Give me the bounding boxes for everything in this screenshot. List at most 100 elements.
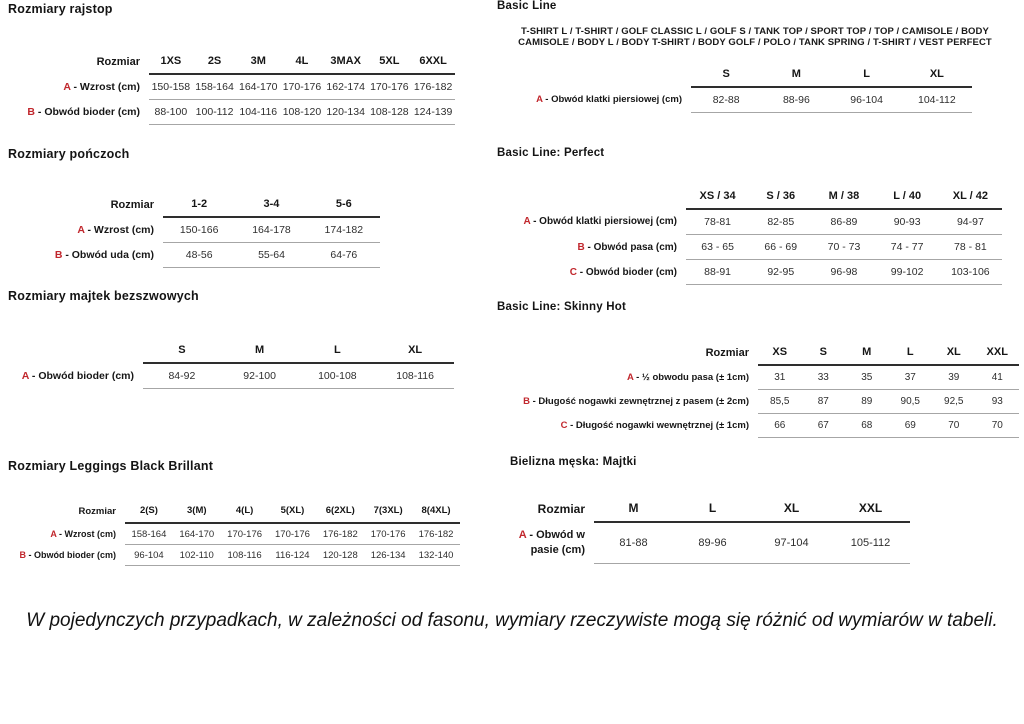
corner-label	[497, 61, 691, 87]
size-value: 104-116	[236, 99, 281, 125]
column-header: S	[143, 337, 221, 364]
size-value: 70	[932, 413, 976, 438]
column-header: XS / 34	[686, 183, 750, 210]
row-label: A - Wzrost (cm)	[77, 223, 154, 236]
size-value: 78-81	[686, 209, 750, 235]
section-title: Rozmiary pończoch	[8, 147, 130, 161]
size-value: 81-88	[594, 522, 673, 564]
size-value: 94-97	[938, 209, 1002, 235]
size-value: 162-174	[323, 74, 368, 100]
size-value: 102-110	[172, 544, 221, 566]
size-table: S M L XL A - Obwód klatki piersiowej (cm) 82-…	[497, 61, 972, 113]
row-label: B - Obwód uda (cm)	[54, 249, 154, 261]
size-value: 120-128	[316, 544, 365, 566]
ponczochy-size-table: Rozmiar 1-2 3-4 5-6 A - Wzrost (cm) 150-166 16…	[8, 191, 380, 268]
column-header: L	[298, 337, 377, 364]
size-value: 132-140	[412, 544, 460, 566]
column-header: M / 38	[812, 183, 876, 210]
header-row: Rozmiar M L XL XXL	[510, 496, 910, 523]
header-row: Rozmiar 1XS 2S 3M 4L 3MAX 5XL 6XXL	[8, 48, 455, 75]
column-header: M	[845, 339, 889, 366]
size-value: 108-116	[376, 363, 454, 389]
section-title: Rozmiary rajstop	[8, 2, 113, 16]
corner-label: Rozmiar	[110, 199, 154, 211]
size-value: 126-134	[364, 544, 413, 566]
skinny-hot-size-table: Rozmiar XS S M L XL XXL A - ½ obwodu pasa (± 1c…	[497, 339, 1019, 438]
column-header: XS	[758, 339, 802, 366]
row-label: B - Długość nogawki zewnętrznej z pasem …	[523, 396, 749, 407]
row-letter: B	[577, 241, 585, 253]
row-label: B - Obwód bioder (cm)	[19, 550, 117, 560]
column-header: XL	[932, 339, 976, 366]
section-title: Basic Line: Perfect	[497, 147, 605, 159]
size-value: 97-104	[752, 522, 831, 564]
size-value: 170-176	[367, 74, 412, 100]
size-value: 68	[845, 413, 889, 438]
column-header: S / 36	[749, 183, 813, 210]
size-value: 170-176	[268, 523, 317, 545]
row-letter: B	[54, 249, 63, 261]
size-value: 150-166	[163, 217, 236, 243]
size-value: 35	[845, 365, 889, 390]
size-table: Rozmiar XS S M L XL XXL A - ½ obwodu pasa (± 1c…	[497, 339, 1019, 438]
size-value: 120-134	[323, 99, 368, 125]
column-header: M	[761, 61, 832, 88]
section-basic-line-perfect: Basic Line: Perfect XS / 34 S / 36 M / 38 L…	[497, 147, 1002, 285]
size-value: 87	[801, 389, 845, 414]
corner-label	[497, 183, 686, 209]
size-value: 164-178	[235, 217, 308, 243]
column-header: XXL	[831, 496, 910, 523]
column-header: XXL	[975, 339, 1019, 366]
row-letter: B	[27, 106, 35, 118]
table-row: A - Obwód bioder (cm) 84-92 92-100 100-108 1…	[8, 363, 454, 389]
size-value: 89	[845, 389, 889, 414]
size-value: 82-88	[691, 87, 762, 113]
size-value: 96-98	[812, 259, 876, 285]
row-label: C - Obwód bioder (cm)	[569, 266, 677, 278]
column-header: 3-4	[235, 191, 308, 218]
corner-label: Rozmiar	[537, 502, 585, 516]
size-value: 100-112	[192, 99, 237, 125]
size-value: 82-85	[749, 209, 813, 235]
size-value: 92-95	[749, 259, 813, 285]
header-row: Rozmiar XS S M L XL XXL	[497, 339, 1019, 366]
size-value: 108-116	[220, 544, 269, 566]
size-value: 39	[932, 365, 976, 390]
table-row: B - Obwód bioder (cm) 96-104 102-110 108-11…	[8, 544, 460, 566]
section-title: Basic Line	[497, 0, 557, 12]
size-value: 88-100	[149, 99, 193, 125]
section-basic-line: Basic Line T-SHIRT L / T-SHIRT / GOLF CL…	[497, 0, 1005, 113]
row-label: A - Obwód klatki piersiowej (cm)	[536, 94, 682, 106]
size-value: 164-170	[172, 523, 221, 545]
size-value: 176-182	[411, 74, 455, 100]
row-label: A - Obwód w pasie (cm)	[518, 528, 585, 556]
size-value: 66 - 69	[749, 234, 813, 260]
size-value: 90,5	[888, 389, 932, 414]
column-header: 4L	[280, 48, 324, 75]
column-header: XL	[376, 337, 454, 364]
column-header: 3M	[236, 48, 281, 75]
size-table: Rozmiar 1-2 3-4 5-6 A - Wzrost (cm) 150-166 16…	[8, 191, 380, 268]
section-title: Rozmiary majtek bezszwowych	[8, 289, 199, 303]
header-row: Rozmiar 1-2 3-4 5-6	[8, 191, 380, 218]
size-value: 158-164	[192, 74, 237, 100]
corner-label: Rozmiar	[96, 56, 140, 68]
table-row: A - Obwód klatki piersiowej (cm) 82-88 88-…	[497, 87, 972, 113]
size-value: 63 - 65	[686, 234, 750, 260]
size-value: 96-104	[831, 87, 902, 113]
size-value: 105-112	[831, 522, 910, 564]
size-value: 108-128	[367, 99, 412, 125]
size-value: 150-158	[149, 74, 193, 100]
size-value: 55-64	[235, 242, 308, 268]
column-header: XL / 42	[938, 183, 1002, 210]
size-value: 37	[888, 365, 932, 390]
section-rozmiary-leggings-black-brillant: Rozmiary Leggings Black Brillant Rozmiar…	[8, 459, 460, 566]
basic-line-size-table: S M L XL A - Obwód klatki piersiowej (cm) 82-…	[497, 61, 1005, 113]
row-label: A - ½ obwodu pasa (± 1cm)	[626, 371, 749, 383]
column-header: XL	[752, 496, 831, 523]
majtki-meskie-size-table: Rozmiar M L XL XXL A - Obwód w pasie (cm) 81-8…	[510, 496, 910, 564]
size-value: 84-92	[143, 363, 221, 389]
row-letter: A	[21, 369, 29, 382]
size-table: Rozmiar 1XS 2S 3M 4L 3MAX 5XL 6XXL A - Wzrost (c…	[8, 48, 455, 125]
size-value: 92,5	[932, 389, 976, 414]
